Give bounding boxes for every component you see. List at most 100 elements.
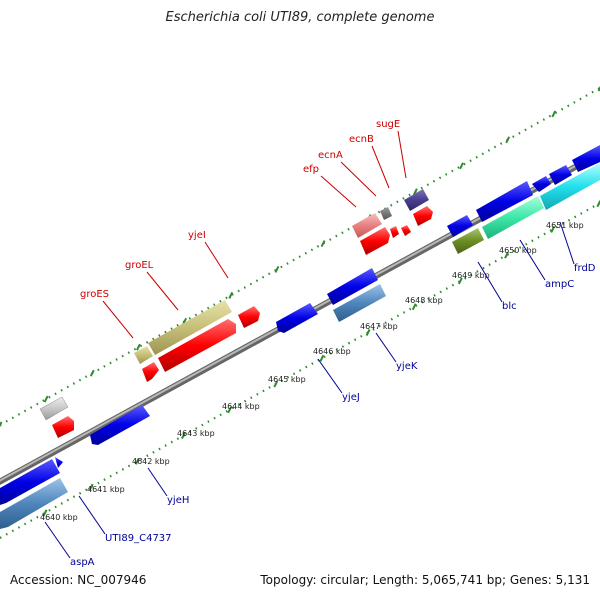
track-tick: [597, 85, 600, 92]
gene-yjeI[interactable]: [238, 306, 260, 328]
gene-yjeH[interactable]: [90, 405, 150, 445]
gene-frdD-b[interactable]: [549, 165, 572, 185]
gene-label-yjeI[interactable]: yjeI: [188, 230, 206, 241]
kbp-tick-label: 4648 kbp: [405, 296, 443, 305]
gene-label-sugE[interactable]: sugE: [376, 119, 400, 130]
gene-yjeJ[interactable]: [276, 303, 318, 333]
genome-summary-text: Topology: circular; Length: 5,065,741 bp…: [260, 573, 590, 587]
kbp-tick-label: 4650 kbp: [499, 246, 537, 255]
gene-red-long[interactable]: [158, 319, 236, 372]
track-tick: [505, 136, 511, 144]
leader-line-sugE: [397, 130, 407, 179]
leader-line-aspA: [44, 521, 71, 559]
gene-pink[interactable]: [352, 213, 382, 238]
gene-yjeK[interactable]: [333, 284, 386, 322]
gene-frdD-a[interactable]: [532, 176, 551, 192]
track-tick: [551, 110, 557, 118]
kbp-tick-label: 4649 kbp: [452, 271, 490, 280]
track-ticks: [0, 85, 600, 517]
gene-UTI89_C4737[interactable]: [0, 459, 60, 505]
gene-sugE[interactable]: [404, 189, 429, 211]
leader-line-groES: [102, 300, 134, 339]
gene-label-frdD[interactable]: frdD: [574, 263, 596, 274]
leader-line-ecnA: [340, 161, 377, 197]
gene-label-groES[interactable]: groES: [80, 289, 109, 300]
gene-label-yjeJ[interactable]: yjeJ: [342, 392, 360, 403]
gene-label-ecnB[interactable]: ecnB: [349, 134, 374, 145]
leader-line-yjeK: [375, 332, 397, 363]
track-tick: [274, 266, 280, 273]
genes-upper: [39, 163, 600, 438]
leader-line-efp: [320, 175, 357, 208]
track-tick: [136, 343, 141, 351]
gene-gray-small[interactable]: [39, 396, 69, 421]
track-tick: [42, 509, 48, 517]
gene-UTI89_C4737-tip[interactable]: [55, 457, 63, 468]
gene-label-yjeH[interactable]: yjeH: [167, 495, 189, 506]
gene-label-UTI89_C4737[interactable]: UTI89_C4737: [105, 533, 172, 544]
gene-label-yjeK[interactable]: yjeK: [396, 361, 418, 372]
track-tick: [320, 240, 326, 247]
upper-dotted-track: [0, 87, 600, 426]
gene-label-ampC[interactable]: ampC: [545, 279, 574, 290]
gene-cyan[interactable]: [540, 163, 600, 210]
gene-olive[interactable]: [452, 228, 484, 254]
leader-line-blc: [477, 261, 503, 303]
gene-frdD-c[interactable]: [572, 145, 600, 172]
leader-line-yjeH: [147, 467, 168, 497]
accession-text: Accession: NC_007946: [10, 573, 147, 587]
track-tick: [550, 225, 556, 233]
gene-ampC-top[interactable]: [476, 181, 533, 222]
leader-line-ampC: [519, 239, 546, 281]
leader-line-ecnB: [371, 145, 390, 189]
track-tick: [43, 395, 49, 403]
leader-line-UTI89_C4737: [78, 495, 106, 535]
kbp-tick-label: 4644 kbp: [222, 402, 260, 411]
track-tick: [181, 432, 186, 440]
gene-aspA[interactable]: [0, 478, 68, 529]
track-tick: [457, 277, 463, 285]
gene-label-blc[interactable]: blc: [502, 301, 517, 312]
kbp-tick-label: 4651 kbp: [546, 221, 584, 230]
track-tick: [459, 162, 464, 170]
leader-line-groEL: [146, 271, 179, 311]
track-tick: [227, 406, 233, 414]
track-tick: [504, 251, 509, 259]
gene-red-small-left[interactable]: [52, 416, 74, 438]
gene-mint[interactable]: [482, 196, 544, 239]
track-tick: [88, 483, 94, 491]
gene-red-arrow-a[interactable]: [142, 362, 159, 382]
track-tick: [273, 380, 279, 388]
kbp-tick-label: 4641 kbp: [87, 485, 125, 494]
track-tick: [0, 421, 3, 428]
gene-label-ecnA[interactable]: ecnA: [318, 150, 343, 161]
gene-label-aspA[interactable]: aspA: [70, 557, 95, 568]
kbp-tick-label: 4647 kbp: [360, 322, 398, 331]
gene-label-efp[interactable]: efp: [303, 164, 319, 175]
track-tick: [411, 303, 417, 311]
gene-groEL[interactable]: [148, 300, 232, 355]
kbp-tick-label: 4642 kbp: [132, 457, 170, 466]
kbp-tick-label: 4643 kbp: [177, 429, 215, 438]
gene-yjeK-top[interactable]: [327, 268, 378, 305]
gene-blc[interactable]: [447, 215, 473, 237]
map-title: Escherichia coli UTI89, complete genome: [165, 10, 435, 25]
label-leader-lines: [44, 130, 575, 559]
kbp-tick-label: 4646 kbp: [313, 347, 351, 356]
gene-efp-small[interactable]: [401, 225, 411, 236]
gene-groES[interactable]: [134, 346, 153, 364]
track-tick: [412, 188, 418, 196]
gene-ecnA[interactable]: [380, 207, 392, 220]
leader-line-yjeJ: [317, 358, 343, 394]
gene-ecnB[interactable]: [390, 226, 399, 238]
track-tick: [365, 329, 371, 336]
gene-red-right[interactable]: [413, 206, 433, 226]
gene-label-groEL[interactable]: groEL: [125, 260, 154, 271]
gene-red-mid[interactable]: [360, 227, 390, 255]
kbp-tick-label: 4640 kbp: [40, 513, 78, 522]
track-tick: [134, 457, 140, 465]
track-tick: [319, 354, 325, 362]
leader-line-yjeI: [204, 241, 229, 279]
